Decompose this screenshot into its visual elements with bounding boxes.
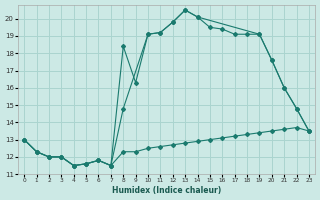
X-axis label: Humidex (Indice chaleur): Humidex (Indice chaleur) (112, 186, 221, 195)
